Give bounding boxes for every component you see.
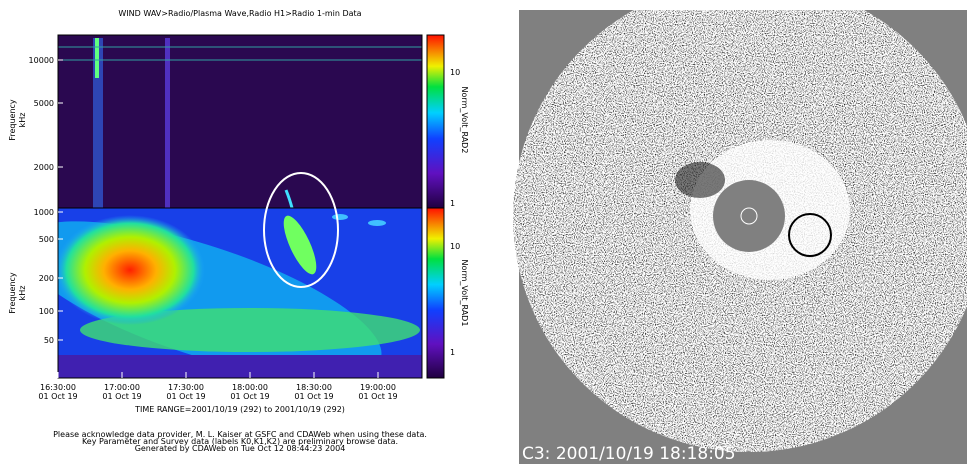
x-tick-label: 17:30:00	[168, 383, 204, 392]
colorbar	[427, 35, 444, 208]
colorbar-tick-label: 10	[450, 68, 460, 77]
x-tick-date: 01 Oct 19	[166, 392, 205, 401]
x-tick-date: 01 Oct 19	[230, 392, 269, 401]
occulter	[713, 180, 785, 252]
y-tick-label: 100	[39, 307, 54, 316]
footer-note: Generated by CDAWeb on Tue Oct 12 08:44:…	[135, 444, 346, 453]
y-label: Frequency	[8, 99, 17, 141]
x-tick-date: 01 Oct 19	[102, 392, 141, 401]
colorbar-title: Norm_Volt_RAD2	[460, 87, 469, 154]
colorbar-tick-label: 1	[450, 348, 455, 357]
x-tick-label: 17:00:00	[104, 383, 140, 392]
y-label: Frequency	[8, 272, 17, 314]
y-tick-label: 5000	[34, 99, 54, 108]
y-label: kHz	[18, 286, 27, 301]
x-tick-date: 01 Oct 19	[358, 392, 397, 401]
upper-plot	[58, 35, 422, 208]
y-label: kHz	[18, 113, 27, 128]
time-range: TIME RANGE=2001/10/19 (292) to 2001/10/1…	[134, 405, 345, 414]
x-tick-date: 01 Oct 19	[294, 392, 333, 401]
y-tick-label: 1000	[34, 208, 54, 217]
y-tick-label: 50	[44, 336, 54, 345]
y-tick-label: 500	[39, 235, 54, 244]
y-tick-label: 10000	[29, 56, 54, 65]
x-tick-label: 16:30:00	[40, 383, 76, 392]
colorbar-tick-label: 10	[450, 242, 460, 251]
colorbar	[427, 208, 444, 378]
image-caption: C3: 2001/10/19 18:18:05	[522, 444, 736, 464]
colorbar-title: Norm_Volt_RAD1	[460, 260, 469, 327]
y-tick-label: 2000	[34, 163, 54, 172]
x-tick-date: 01 Oct 19	[38, 392, 77, 401]
plot-title: WIND WAV>Radio/Plasma Wave,Radio H1>Radi…	[118, 9, 361, 18]
colorbar-tick-label: 1	[450, 199, 455, 208]
page: WIND WAV>Radio/Plasma Wave,Radio H1>Radi…	[0, 0, 967, 464]
x-tick-label: 18:30:00	[296, 383, 332, 392]
y-tick-label: 200	[39, 274, 54, 283]
x-tick-label: 19:00:00	[360, 383, 396, 392]
x-tick-label: 18:00:00	[232, 383, 268, 392]
